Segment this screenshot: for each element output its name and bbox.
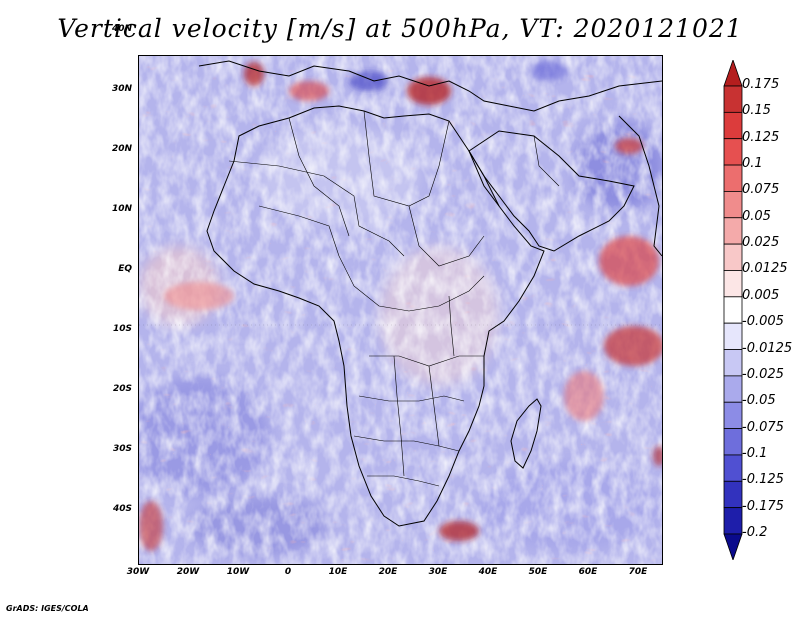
lat-tick-10S: 10S bbox=[112, 324, 132, 334]
india-coast bbox=[618, 115, 662, 257]
colorbar-segment bbox=[723, 349, 743, 377]
lon-tick-40E: 40E bbox=[478, 567, 498, 577]
lat-tick-40N: 40N bbox=[111, 24, 132, 34]
colorbar bbox=[723, 60, 743, 560]
arabia-coast bbox=[468, 130, 635, 252]
colorbar-segment bbox=[723, 507, 743, 535]
colorbar-label: -0.0125 bbox=[742, 340, 793, 356]
country-borders bbox=[228, 110, 560, 487]
colorbar-label: -0.05 bbox=[742, 393, 776, 409]
colorbar-label: 0.1 bbox=[742, 156, 763, 172]
colorbar-segment bbox=[723, 270, 743, 298]
colorbar-segment bbox=[723, 480, 743, 509]
colorbar-label: -0.2 bbox=[742, 525, 768, 540]
credit-text: GrADS: IGES/COLA bbox=[6, 604, 89, 613]
red-sea-line bbox=[468, 150, 500, 207]
colorbar-label: 0.005 bbox=[742, 287, 780, 303]
lat-tick-10N: 10N bbox=[111, 204, 132, 214]
velocity-field-map bbox=[139, 56, 662, 564]
colorbar-label: 0.15 bbox=[742, 103, 771, 119]
lat-tick-EQ: EQ bbox=[118, 264, 132, 274]
map-panel bbox=[138, 55, 663, 565]
lat-tick-30S: 30S bbox=[112, 444, 132, 454]
colorbar-segment bbox=[723, 322, 743, 350]
lon-tick-20E: 20E bbox=[378, 567, 398, 577]
lat-tick-30N: 30N bbox=[111, 84, 132, 94]
europe-coast bbox=[198, 60, 662, 112]
colorbar-label: 0.0125 bbox=[742, 261, 788, 277]
colorbar-segment bbox=[723, 243, 743, 271]
lon-tick-60E: 60E bbox=[578, 567, 598, 577]
colorbar-segment bbox=[723, 401, 743, 429]
lon-tick-50E: 50E bbox=[528, 567, 548, 577]
colorbar-segment bbox=[723, 217, 743, 245]
colorbar-label: -0.075 bbox=[742, 419, 784, 435]
lat-tick-40S: 40S bbox=[112, 504, 132, 514]
page-title: Vertical velocity [m/s] at 500hPa, VT: 2… bbox=[57, 14, 743, 43]
colorbar-label: -0.025 bbox=[742, 366, 784, 382]
colorbar-label: -0.1 bbox=[742, 445, 768, 461]
colorbar-segment bbox=[723, 60, 743, 87]
colorbar-label: 0.175 bbox=[742, 77, 780, 92]
colorbar-label: 0.125 bbox=[742, 129, 780, 145]
lon-tick-10E: 10E bbox=[328, 567, 348, 577]
colorbar-label: 0.025 bbox=[742, 235, 780, 251]
lon-tick-30E: 30E bbox=[428, 567, 448, 577]
colorbar-label: -0.175 bbox=[742, 498, 784, 514]
africa-coast bbox=[206, 105, 545, 527]
lon-tick-20W: 20W bbox=[176, 567, 200, 577]
colorbar-label: -0.005 bbox=[742, 314, 784, 330]
colorbar-segment bbox=[723, 85, 743, 113]
colorbar-label: 0.075 bbox=[742, 182, 780, 198]
lon-tick-30W: 30W bbox=[126, 567, 150, 577]
madagascar-coast bbox=[510, 398, 542, 469]
colorbar-segment bbox=[723, 533, 743, 560]
lon-tick-10W: 10W bbox=[226, 567, 250, 577]
colorbar-label: -0.125 bbox=[742, 472, 784, 488]
lon-tick-0: 0 bbox=[284, 567, 292, 577]
coastlines bbox=[198, 60, 662, 527]
field-white-noise bbox=[139, 56, 662, 564]
colorbar-segment bbox=[723, 138, 743, 166]
colorbar-segment bbox=[723, 191, 743, 219]
colorbar-segment bbox=[723, 296, 743, 324]
lat-tick-20S: 20S bbox=[112, 384, 132, 394]
lon-tick-70E: 70E bbox=[628, 567, 648, 577]
lat-tick-20N: 20N bbox=[111, 144, 132, 154]
colorbar-segment bbox=[723, 454, 743, 482]
colorbar-segment bbox=[723, 428, 743, 456]
colorbar-segment bbox=[723, 111, 743, 140]
colorbar-segment bbox=[723, 164, 743, 192]
colorbar-label: 0.05 bbox=[742, 208, 771, 224]
colorbar-segment bbox=[723, 375, 743, 403]
